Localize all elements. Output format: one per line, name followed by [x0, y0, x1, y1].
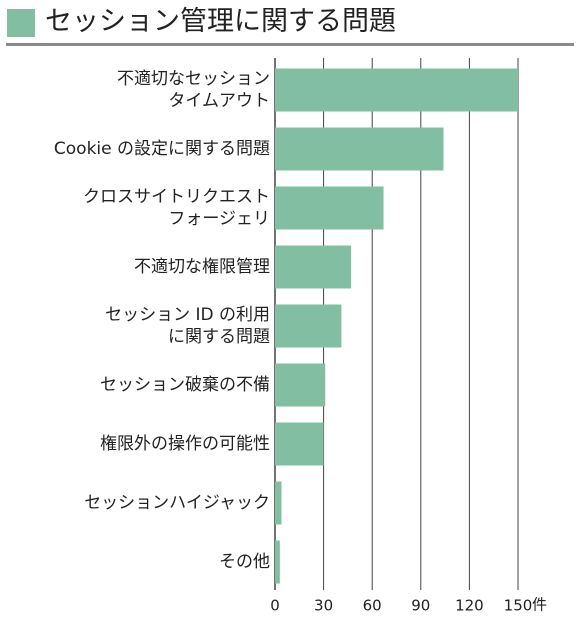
category-label: タイムアウト	[168, 91, 270, 111]
category-label: フォージェリ	[168, 209, 270, 229]
category-label: その他	[219, 552, 270, 572]
bar	[275, 540, 280, 584]
bar	[275, 245, 352, 289]
category-label: セッション ID の利用	[105, 305, 270, 325]
x-tick-label: 60	[363, 597, 382, 615]
bar	[275, 422, 324, 466]
bar	[275, 127, 444, 171]
bar	[275, 186, 384, 230]
x-tick-label: 0	[270, 597, 280, 615]
category-label: セッションハイジャック	[84, 493, 270, 513]
category-label: に関する問題	[168, 327, 270, 347]
bar	[275, 363, 326, 407]
bar	[275, 304, 342, 348]
bar	[275, 68, 518, 112]
bar	[275, 481, 282, 525]
category-label: Cookie の設定に関する問題	[54, 139, 270, 159]
category-label: セッション破棄の不備	[100, 375, 270, 395]
title-marker-square	[7, 9, 35, 37]
x-tick-label: 150	[504, 597, 533, 615]
title-underline	[6, 43, 574, 46]
chart-header: セッション管理に関する問題	[0, 0, 578, 50]
x-tick-label: 120	[455, 597, 484, 615]
x-axis-unit: 件	[532, 596, 547, 614]
x-tick-label: 90	[411, 597, 430, 615]
x-tick-label: 30	[314, 597, 333, 615]
category-label: 不適切な権限管理	[134, 257, 270, 277]
chart-title: セッション管理に関する問題	[45, 6, 396, 37]
category-label: 権限外の操作の可能性	[100, 434, 270, 454]
category-label: 不適切なセッション	[117, 69, 270, 89]
category-label: クロスサイトリクエスト	[83, 187, 270, 207]
